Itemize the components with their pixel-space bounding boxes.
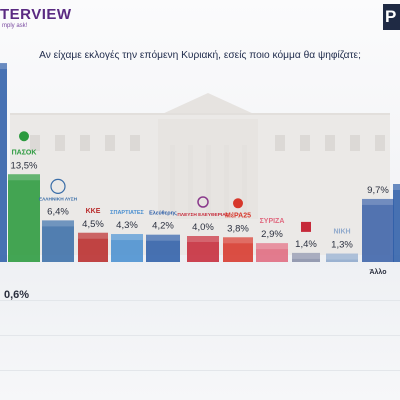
brand-wordmark: TERVIEW — [0, 6, 72, 23]
building-column — [188, 145, 193, 215]
bar-highlight — [223, 237, 253, 244]
building-window — [350, 135, 360, 151]
square-line — [0, 370, 400, 371]
bar-11 — [326, 253, 358, 262]
bar-highlight — [292, 252, 320, 259]
bar-6 — [146, 234, 180, 262]
value-label-7: 4,0% — [192, 222, 214, 233]
bar-10 — [292, 252, 320, 262]
brand-tagline: mply ask! — [2, 23, 28, 29]
square-line — [0, 300, 400, 301]
bar-5 — [111, 234, 143, 262]
value-label-2: 13,5% — [11, 160, 38, 171]
party-logo-11: ΝΙΚΗ — [333, 229, 350, 236]
value-label-8: 3,8% — [227, 223, 249, 234]
bar-9 — [256, 243, 288, 262]
plefsi-emblem-icon — [197, 196, 209, 208]
bar-2 — [8, 174, 40, 262]
party-logo-9: ΣΥΡΙΖΑ — [260, 218, 285, 225]
bar-highlight — [111, 234, 143, 241]
party-logo-12: Άλλο — [369, 268, 386, 276]
building-window — [325, 135, 335, 151]
mera25-emblem-icon — [233, 198, 243, 209]
pasok-sun-icon — [19, 131, 29, 142]
building-window — [375, 135, 385, 151]
bar-4 — [78, 232, 108, 262]
building-column — [206, 145, 211, 215]
building-window — [130, 135, 140, 151]
bar-highlight — [146, 234, 180, 241]
building-column — [224, 145, 229, 215]
building-window — [30, 135, 40, 151]
elliniki-lysi-emblem-icon — [50, 178, 66, 194]
building-window — [300, 135, 310, 151]
bar-highlight — [8, 174, 40, 181]
value-label-12: 9,7% — [367, 185, 389, 196]
background-square — [0, 255, 400, 400]
building-column — [170, 145, 175, 215]
value-label-6: 4,2% — [152, 221, 174, 232]
value-label-11: 1,3% — [331, 240, 353, 251]
building-window — [275, 135, 285, 151]
value-label-5: 4,3% — [116, 220, 138, 231]
value-label-3: 6,4% — [47, 206, 69, 217]
bar-3 — [42, 220, 74, 262]
bar-highlight — [42, 220, 74, 227]
building-window — [80, 135, 90, 151]
corner-brand-logo: P — [383, 4, 400, 30]
square-line — [0, 335, 400, 336]
bar-highlight — [0, 63, 7, 70]
bar-highlight — [187, 236, 219, 242]
party-logo-4: ΚΚΕ — [86, 208, 101, 215]
party-logo-8: ΜέΡΑ25 — [225, 212, 251, 219]
bar-7 — [187, 236, 219, 262]
party-logo-3: ΕΛΛΗΝΙΚΗ ΛΥΣΗ — [39, 196, 78, 202]
bar-12 — [362, 198, 394, 262]
party-logo-5: ΣΠΑΡΤΙΑΤΕΣ — [110, 210, 144, 216]
bar-highlight — [393, 184, 400, 190]
building-window — [105, 135, 115, 151]
value-label-10: 1,4% — [295, 239, 317, 250]
chart-title: Αν είχαμε εκλογές την επόμενη Κυριακή, ε… — [39, 50, 361, 61]
bar-highlight — [326, 253, 358, 260]
building-pediment — [160, 93, 256, 115]
bar-13 — [393, 184, 400, 262]
value-label-1: 0,6% — [4, 289, 29, 301]
party-logo-2: ΠΑΣΟΚ — [12, 149, 37, 156]
bar-highlight — [78, 232, 108, 239]
bar-1 — [0, 63, 7, 262]
value-label-4: 4,5% — [82, 219, 104, 230]
party-logo-6: Ελεύθερης — [149, 211, 177, 217]
kinima-emblem-icon — [301, 221, 311, 232]
bar-highlight — [362, 198, 394, 205]
party-logo-7: ΠΛΕΥΣΗ ΕΛΕΥΘΕΡΙΑΣ — [177, 212, 228, 218]
bar-highlight — [256, 243, 288, 250]
building-window — [55, 135, 65, 151]
value-label-9: 2,9% — [261, 229, 283, 240]
bar-8 — [223, 237, 253, 262]
building-column — [242, 145, 247, 215]
